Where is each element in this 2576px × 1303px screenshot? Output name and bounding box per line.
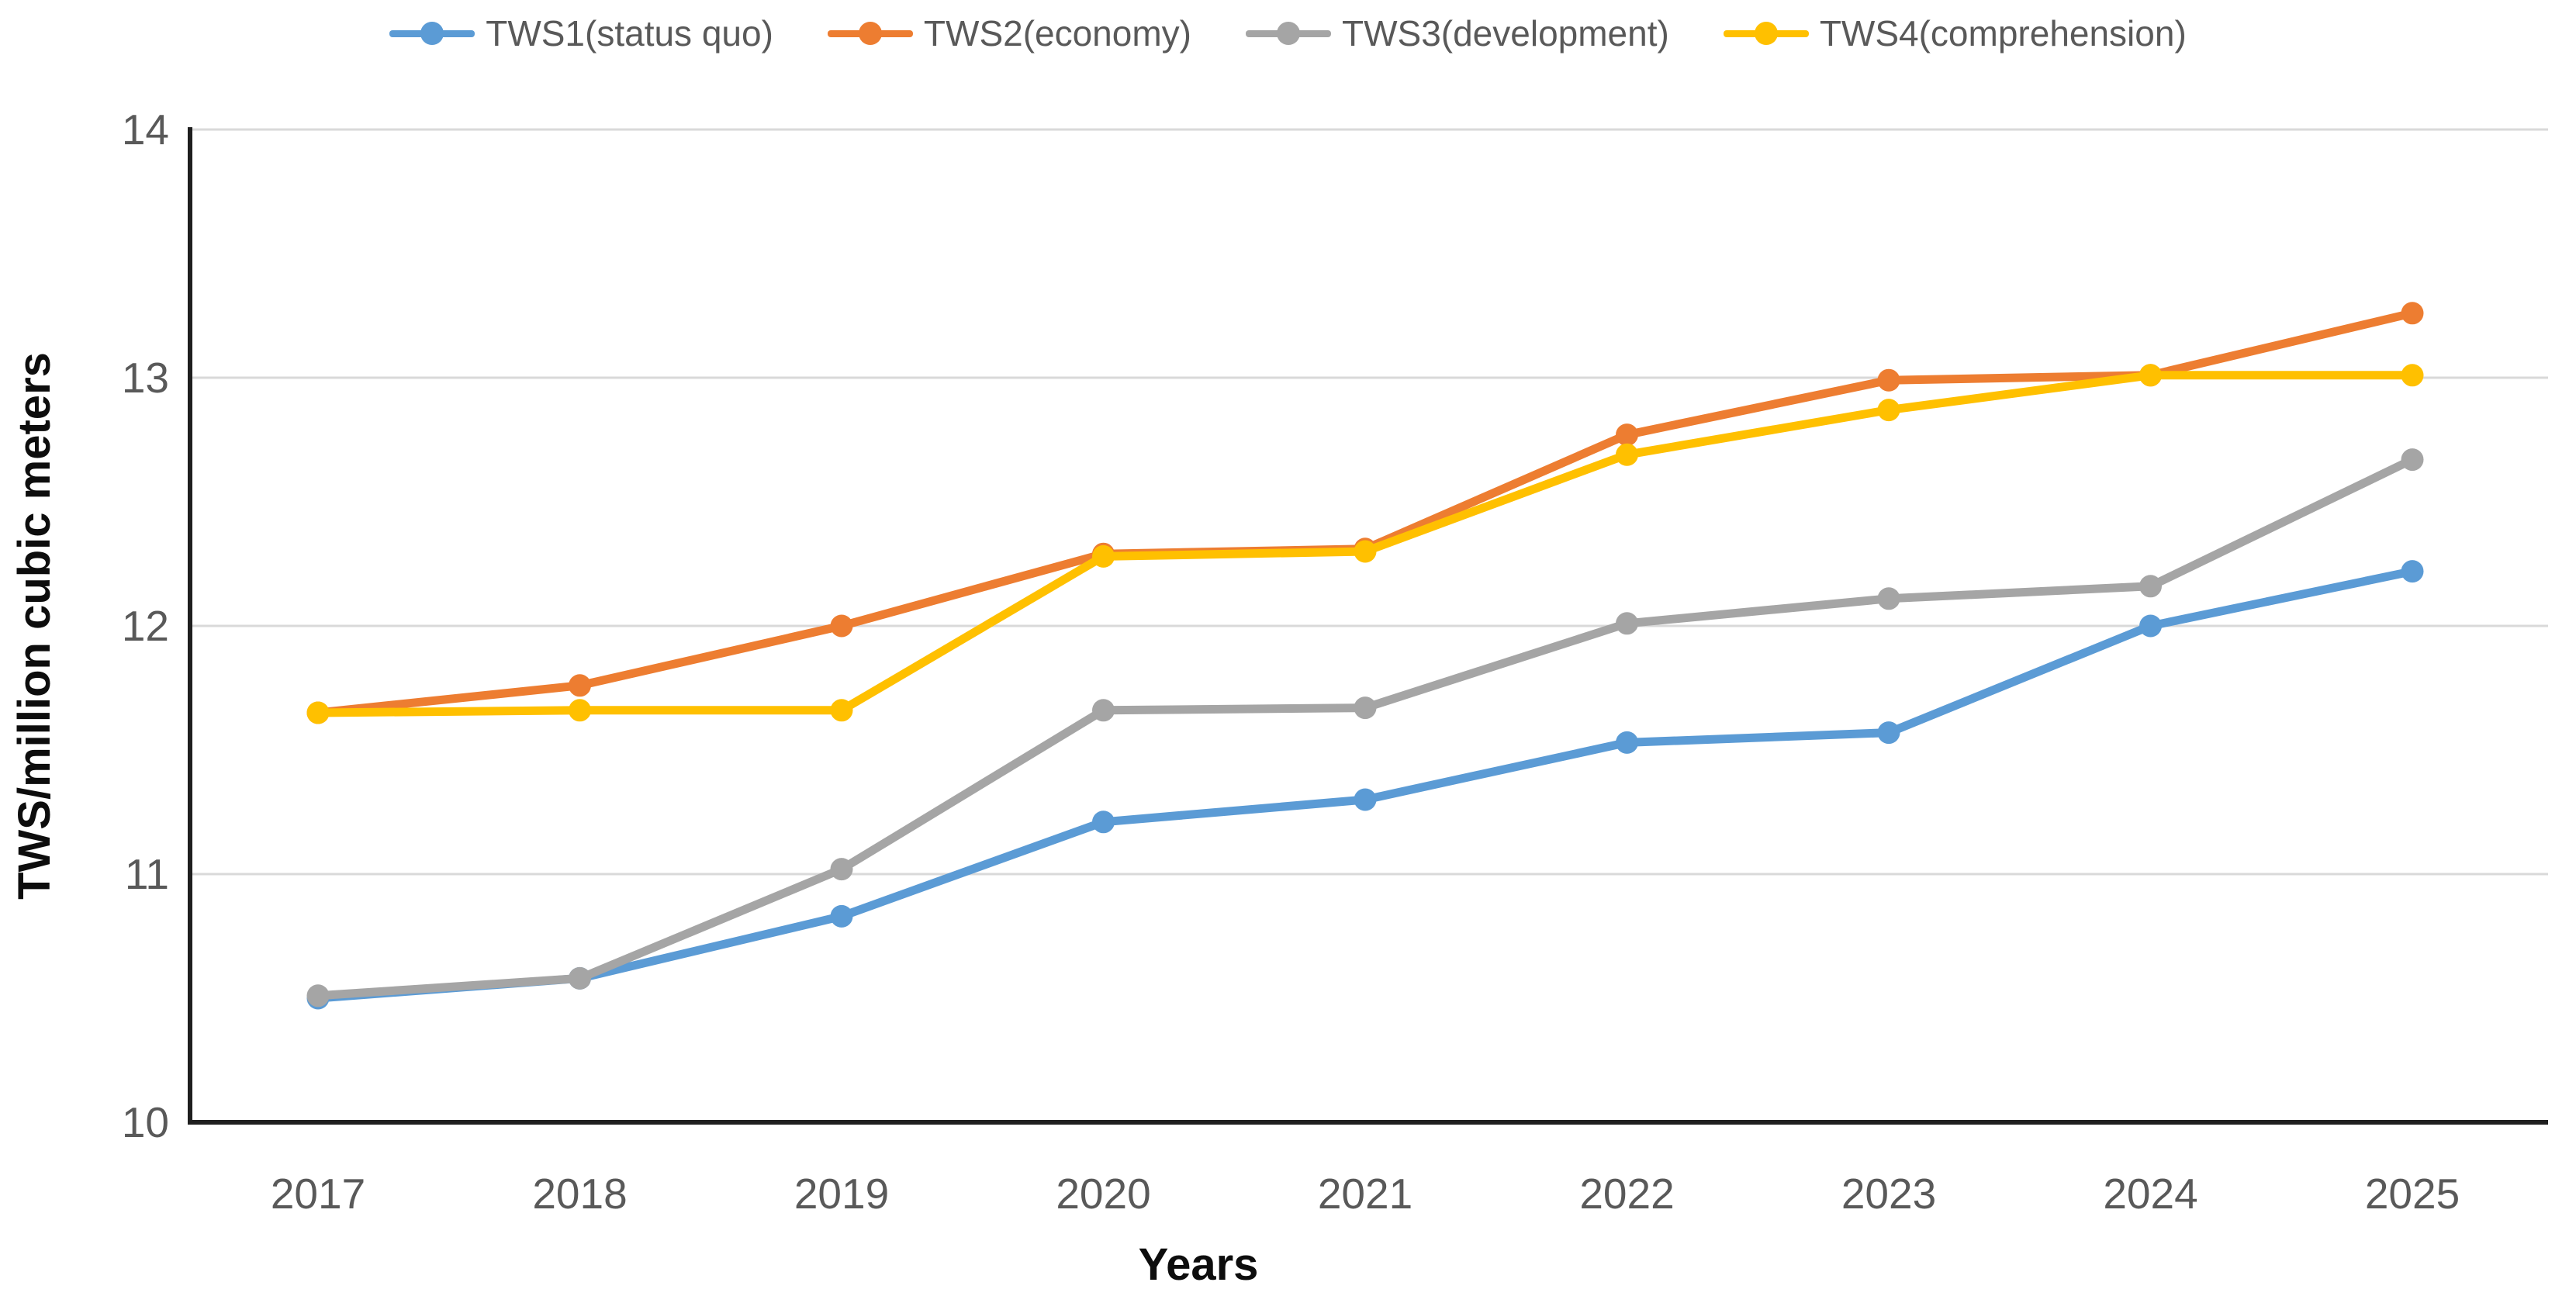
series-layer (306, 302, 2424, 1010)
x-tick-label-2020: 2020 (1056, 1170, 1150, 1218)
y-axis-title: TWS/million cubic meters (9, 352, 60, 900)
data-point-TWS3(development)-2024 (2139, 575, 2162, 598)
legend: TWS1(status quo) TWS2(economy) TWS3(deve… (0, 12, 2576, 54)
data-point-TWS3(development)-2017 (306, 984, 330, 1007)
x-tick-label-2021: 2021 (1318, 1170, 1412, 1218)
y-tick-label-12: 12 (122, 602, 169, 650)
legend-item-tws4: TWS4(comprehension) (1723, 12, 2187, 54)
legend-label: TWS3(development) (1342, 13, 1669, 54)
data-point-TWS4(comprehension)-2024 (2139, 364, 2162, 387)
data-point-TWS4(comprehension)-2023 (1877, 399, 1900, 422)
data-point-TWS2(economy)-2022 (1616, 423, 1638, 447)
legend-label: TWS2(economy) (923, 13, 1191, 54)
legend-marker-icon (827, 22, 913, 45)
legend-item-tws3: TWS3(development) (1246, 12, 1669, 54)
legend-label: TWS4(comprehension) (1819, 13, 2187, 54)
data-point-TWS1(status quo)-2021 (1354, 788, 1377, 811)
data-point-TWS3(development)-2021 (1354, 696, 1377, 720)
x-tick-label-2018: 2018 (532, 1170, 627, 1218)
data-point-TWS4(comprehension)-2018 (569, 699, 591, 722)
tick-labels: 10 11 12 13 14 2017 2018 2019 2020 2021 2022 2023 20… (122, 105, 2460, 1218)
series-line-TWS2(economy) (313, 309, 2417, 717)
data-point-TWS3(development)-2018 (569, 966, 591, 990)
axes (188, 127, 2548, 1125)
data-point-TWS1(status quo)-2019 (830, 904, 853, 928)
legend-marker-icon (389, 22, 475, 45)
data-point-TWS1(status quo)-2023 (1877, 721, 1900, 745)
legend-item-tws1: TWS1(status quo) (389, 12, 773, 54)
y-tick-label-13: 13 (122, 354, 169, 402)
x-tick-label-2023: 2023 (1841, 1170, 1936, 1218)
data-point-TWS1(status quo)-2025 (2401, 560, 2424, 583)
data-point-TWS3(development)-2019 (830, 858, 853, 881)
data-point-TWS3(development)-2022 (1616, 612, 1638, 635)
data-point-TWS2(economy)-2019 (830, 614, 853, 638)
series-line-TWS1(status quo) (313, 567, 2417, 1003)
data-point-TWS4(comprehension)-2025 (2401, 364, 2424, 387)
data-point-TWS4(comprehension)-2017 (306, 701, 330, 724)
y-tick-label-11: 11 (125, 850, 169, 898)
data-point-TWS4(comprehension)-2022 (1616, 443, 1638, 466)
data-point-TWS2(economy)-2018 (569, 674, 591, 697)
legend-marker-icon (1723, 22, 1809, 45)
data-point-TWS2(economy)-2023 (1877, 368, 1900, 392)
x-tick-label-2022: 2022 (1579, 1170, 1674, 1218)
data-point-TWS1(status quo)-2022 (1616, 731, 1638, 754)
legend-marker-icon (1246, 22, 1331, 45)
data-point-TWS4(comprehension)-2021 (1354, 540, 1377, 563)
data-point-TWS4(comprehension)-2020 (1092, 544, 1115, 568)
y-tick-label-10: 10 (122, 1098, 169, 1146)
x-axis-title: Years (1139, 1239, 1259, 1290)
legend-label: TWS1(status quo) (486, 13, 773, 54)
data-point-TWS1(status quo)-2020 (1092, 810, 1115, 834)
y-tick-label-14: 14 (122, 105, 169, 154)
data-point-TWS4(comprehension)-2019 (830, 699, 853, 722)
gridlines (190, 128, 2548, 876)
x-tick-label-2025: 2025 (2365, 1170, 2460, 1218)
data-point-TWS2(economy)-2025 (2401, 302, 2424, 325)
data-point-TWS3(development)-2023 (1877, 587, 1900, 610)
x-tick-label-2019: 2019 (794, 1170, 889, 1218)
data-point-TWS1(status quo)-2024 (2139, 614, 2162, 638)
data-point-TWS3(development)-2025 (2401, 448, 2424, 472)
data-point-TWS3(development)-2020 (1092, 699, 1115, 722)
legend-item-tws2: TWS2(economy) (827, 12, 1191, 54)
x-tick-label-2017: 2017 (271, 1170, 365, 1218)
x-tick-label-2024: 2024 (2103, 1170, 2197, 1218)
